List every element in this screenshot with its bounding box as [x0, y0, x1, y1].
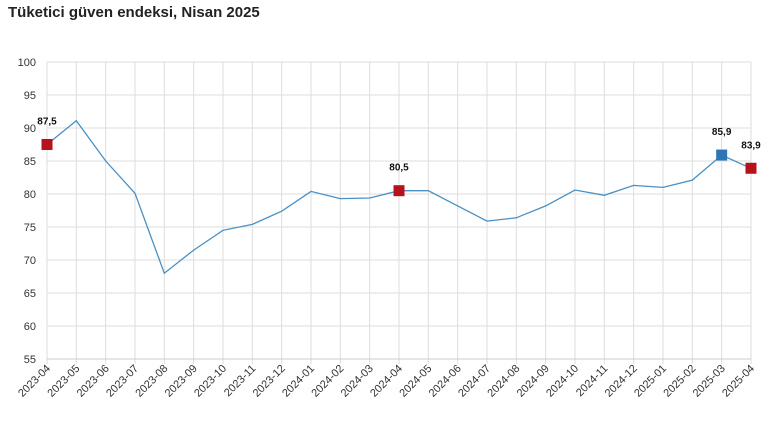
y-tick-label: 90 [24, 123, 36, 135]
data-point [486, 220, 488, 222]
grid-lines [46, 61, 752, 364]
y-tick-label: 80 [24, 189, 36, 201]
highlight-marker [41, 139, 53, 150]
data-point [457, 205, 459, 207]
highlight-marker [716, 149, 728, 161]
x-tick-label: 2023-10 [192, 363, 229, 400]
data-point [691, 179, 693, 181]
data-point [515, 217, 517, 219]
data-point [633, 184, 635, 187]
data-point [339, 198, 341, 200]
data-point [251, 223, 253, 225]
x-tick-label: 2025-04 [720, 363, 757, 400]
chart-title: Tüketici güven endeksi, Nisan 2025 [8, 4, 260, 21]
highlight-marks: 87,5 80,5 85,9 83,9 [37, 117, 761, 197]
data-point [310, 190, 312, 192]
y-tick-label: 70 [24, 255, 36, 267]
data-point [369, 197, 371, 199]
highlight-marker [393, 185, 405, 197]
y-tick-label: 95 [24, 90, 36, 102]
y-tick-label: 55 [24, 354, 36, 366]
y-tick-label: 60 [24, 321, 36, 333]
data-point [281, 210, 283, 212]
y-tick-label: 65 [24, 288, 36, 300]
x-axis-ticks: 2023-042023-052023-062023-072023-082023-… [16, 363, 757, 400]
data-point [134, 192, 136, 194]
data-label: 87,5 [37, 117, 57, 128]
y-axis-ticks: 55 60 65 70 75 80 85 90 95 100 [18, 57, 36, 366]
data-point [75, 120, 77, 122]
highlight-marker [745, 162, 757, 174]
data-point [662, 186, 664, 188]
data-point [163, 272, 165, 274]
data-point [427, 190, 429, 192]
y-tick-label: 100 [18, 57, 36, 69]
data-label: 80,5 [389, 163, 409, 174]
data-label: 83,9 [741, 140, 761, 151]
data-point [193, 249, 195, 251]
data-point [222, 229, 224, 231]
data-point [574, 189, 576, 191]
data-point [603, 194, 605, 196]
data-point [105, 160, 107, 162]
data-point [545, 205, 547, 207]
y-tick-label: 85 [24, 156, 36, 168]
data-label: 85,9 [712, 127, 732, 138]
y-tick-label: 75 [24, 222, 36, 234]
x-tick-label: 2024-10 [544, 363, 581, 400]
